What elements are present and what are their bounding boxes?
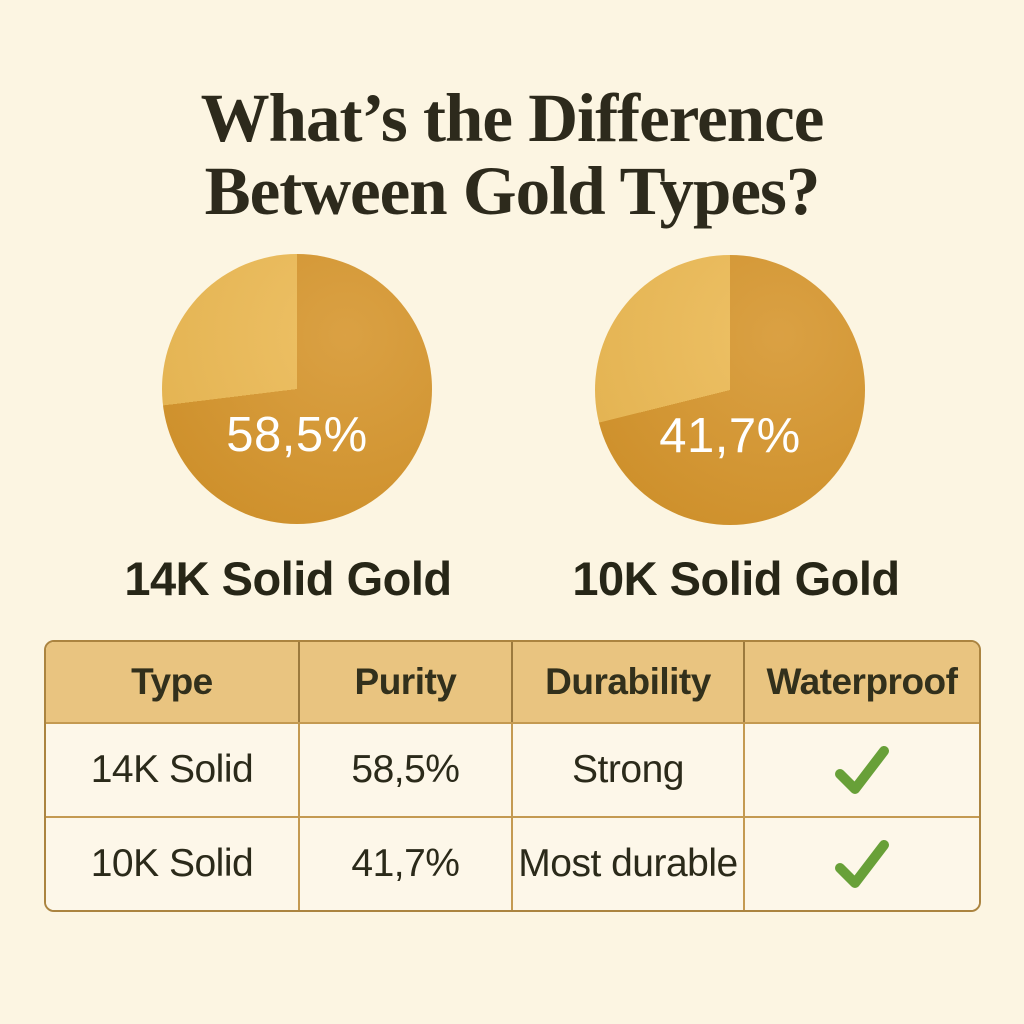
checkmark-icon: [835, 746, 889, 794]
pie-chart-10k-gold: 41,7%: [595, 255, 865, 525]
page-title-line-1: What’s the Difference: [200, 80, 825, 157]
table-row-14k: 14K Solid 58,5% Strong: [46, 724, 979, 816]
cell-purity-14k: 58,5%: [297, 724, 511, 816]
pie-value-label-14k: 58,5%: [226, 407, 368, 462]
cell-purity-10k: 41,7%: [297, 818, 511, 910]
cell-waterproof-10k: [743, 818, 979, 910]
pie-chart-14k-gold: 58,5%: [162, 254, 432, 524]
cell-durability-10k: Most durable: [511, 818, 743, 910]
pie-caption-14k-gold: 14K Solid Gold: [124, 552, 452, 605]
cell-durability-14k: Strong: [511, 724, 743, 816]
cell-type-14k: 14K Solid: [46, 724, 298, 816]
column-header-type: Type: [46, 642, 298, 722]
pie-value-label-10k: 41,7%: [659, 408, 801, 463]
table-header-row: Type Purity Durability Waterproof: [46, 642, 979, 724]
page-title-line-2: Between Gold Types?: [204, 153, 821, 230]
pie-caption-10k-gold: 10K Solid Gold: [572, 552, 900, 605]
column-header-waterproof: Waterproof: [743, 642, 979, 722]
column-header-durability: Durability: [511, 642, 743, 722]
checkmark-icon: [835, 840, 889, 888]
column-header-purity: Purity: [297, 642, 511, 722]
comparison-table: Type Purity Durability Waterproof 14K So…: [44, 640, 981, 912]
cell-type-10k: 10K Solid: [46, 818, 298, 910]
cell-waterproof-14k: [743, 724, 979, 816]
page-title: What’s the Difference Between Gold Types…: [0, 82, 1024, 228]
table-row-10k: 10K Solid 41,7% Most durable: [46, 816, 979, 910]
